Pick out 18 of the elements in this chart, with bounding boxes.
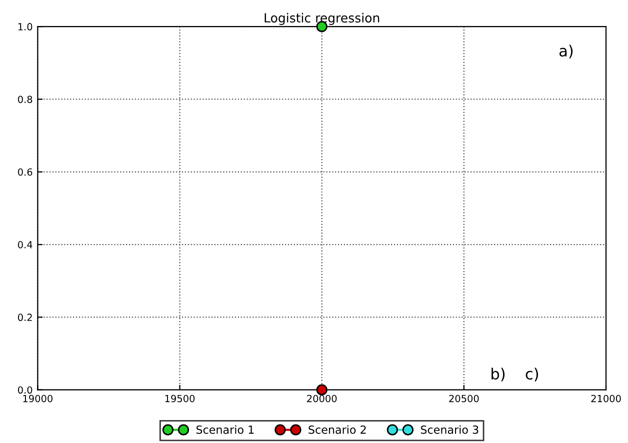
x-tick-label: 20500 [449, 394, 479, 402]
x-tick-label: 21000 [591, 394, 621, 402]
y-tick-label: 0.0 [18, 386, 32, 394]
annotation: b) [492, 368, 505, 382]
legend-label: Scenario 2 [308, 425, 366, 434]
y-tick-label: 0.4 [18, 241, 32, 248]
x-tick-label: 19000 [23, 394, 52, 402]
y-tick-label: 1.0 [18, 23, 32, 30]
x-tick-label: 19500 [165, 394, 195, 402]
chart-title: Logistic regression [264, 12, 380, 26]
y-tick-label: 0.2 [18, 314, 32, 322]
y-tick-label: 0.8 [18, 96, 32, 104]
annotation: a) [559, 44, 573, 58]
y-tick-label: 0.6 [18, 168, 32, 176]
legend-label: Scenario 3 [420, 425, 478, 434]
annotation: c) [526, 368, 538, 382]
legend-label: Scenario 1 [196, 425, 254, 434]
x-tick-label: 20000 [307, 394, 337, 402]
